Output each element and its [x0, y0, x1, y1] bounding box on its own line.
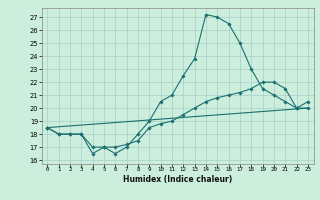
X-axis label: Humidex (Indice chaleur): Humidex (Indice chaleur) [123, 175, 232, 184]
